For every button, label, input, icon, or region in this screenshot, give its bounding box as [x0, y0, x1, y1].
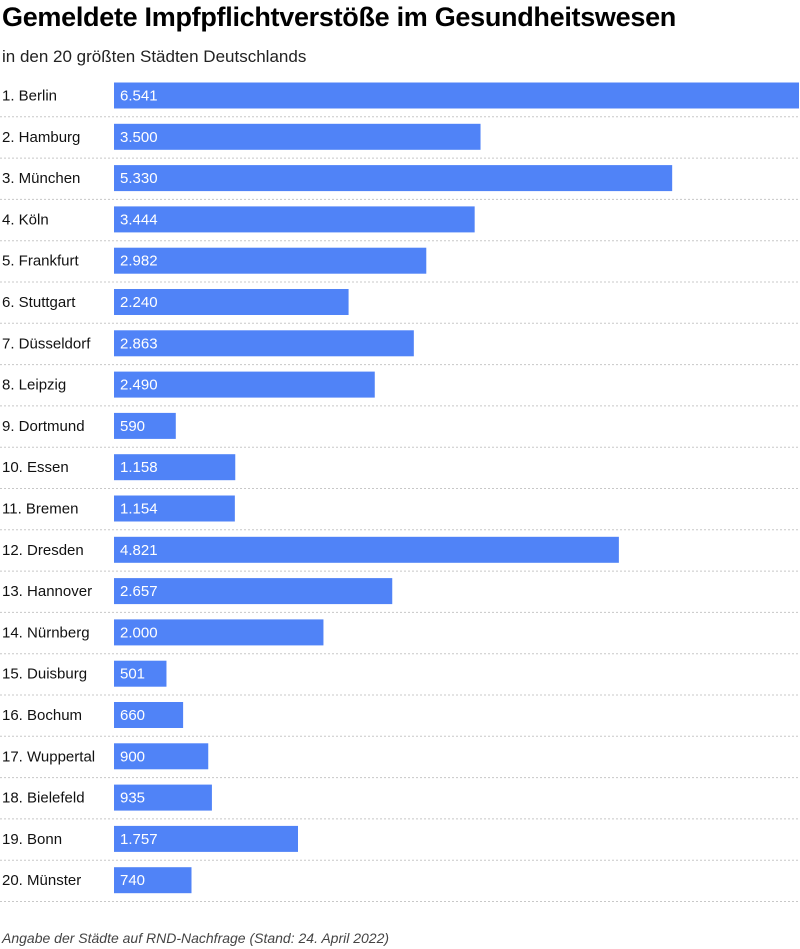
category-label-dortmund: 9. Dortmund	[2, 418, 85, 435]
value-label-muenchen: 5.330	[120, 170, 158, 187]
bar-hannover	[114, 578, 393, 605]
value-label-bremen: 1.154	[120, 501, 158, 518]
value-label-essen: 1.158	[120, 459, 158, 476]
category-label-duesseldorf: 7. Düsseldorf	[2, 335, 91, 352]
value-label-bonn: 1.757	[120, 831, 158, 848]
value-label-leipzig: 2.490	[120, 377, 158, 394]
value-label-hannover: 2.657	[120, 583, 158, 600]
category-label-koeln: 4. Köln	[2, 211, 49, 228]
bar-muenster	[114, 867, 192, 894]
category-label-muenchen: 3. München	[2, 170, 80, 187]
value-label-hamburg: 3.500	[120, 129, 158, 146]
bar-wuppertal	[114, 743, 209, 770]
category-label-wuppertal: 17. Wuppertal	[2, 748, 95, 765]
value-label-nuernberg: 2.000	[120, 624, 158, 641]
category-label-dresden: 12. Dresden	[2, 542, 84, 559]
value-label-frankfurt: 2.982	[120, 253, 158, 270]
value-label-dresden: 4.821	[120, 542, 158, 559]
bar-muenchen	[114, 165, 673, 192]
bar-bielefeld	[114, 784, 212, 811]
category-label-nuernberg: 14. Nürnberg	[2, 624, 90, 641]
value-label-bochum: 660	[120, 707, 145, 724]
category-label-muenster: 20. Münster	[2, 872, 81, 889]
chart-subtitle: in den 20 größten Städten Deutschlands	[2, 47, 307, 66]
bar-nuernberg	[114, 619, 324, 646]
bar-dortmund	[114, 412, 176, 439]
value-label-duisburg: 501	[120, 666, 145, 683]
category-label-duisburg: 15. Duisburg	[2, 666, 87, 683]
bar-stuttgart	[114, 289, 349, 315]
chart-title: Gemeldete Impfpflichtverstöße im Gesundh…	[2, 2, 676, 32]
value-label-koeln: 3.444	[120, 211, 158, 228]
bar-chart: 1. Berlin 6.541 2. Hamburg 3.500 3. München 5…	[0, 82, 800, 902]
category-label-leipzig: 8. Leipzig	[2, 377, 66, 394]
bar-koeln	[114, 206, 475, 233]
value-label-duesseldorf: 2.863	[120, 335, 158, 352]
value-label-muenster: 740	[120, 872, 145, 889]
bar-dresden	[114, 536, 619, 563]
category-label-hamburg: 2. Hamburg	[2, 129, 80, 146]
category-label-bonn: 19. Bonn	[2, 831, 62, 848]
bar-frankfurt	[114, 247, 427, 274]
category-label-essen: 10. Essen	[2, 459, 69, 476]
bar-bremen	[114, 495, 235, 522]
bar-berlin	[114, 82, 799, 109]
value-label-berlin: 6.541	[120, 88, 158, 105]
category-label-bochum: 16. Bochum	[2, 707, 82, 724]
bar-leipzig	[114, 371, 375, 398]
bar-hamburg	[114, 123, 481, 150]
bar-bochum	[114, 702, 184, 728]
bar-bonn	[114, 825, 299, 852]
category-label-bremen: 11. Bremen	[2, 501, 78, 518]
bar-duisburg	[114, 660, 167, 687]
bar-essen	[114, 454, 236, 481]
category-label-bielefeld: 18. Bielefeld	[2, 790, 85, 807]
value-label-wuppertal: 900	[120, 748, 145, 765]
value-label-bielefeld: 935	[120, 790, 145, 807]
category-label-hannover: 13. Hannover	[2, 583, 92, 600]
value-label-dortmund: 590	[120, 418, 145, 435]
source-footnote: Angabe der Städte auf RND-Nachfrage (Sta…	[2, 930, 390, 946]
value-label-stuttgart: 2.240	[120, 294, 158, 311]
category-label-stuttgart: 6. Stuttgart	[2, 294, 76, 311]
category-label-frankfurt: 5. Frankfurt	[2, 253, 80, 270]
category-label-berlin: 1. Berlin	[2, 88, 57, 105]
bar-duesseldorf	[114, 330, 414, 357]
